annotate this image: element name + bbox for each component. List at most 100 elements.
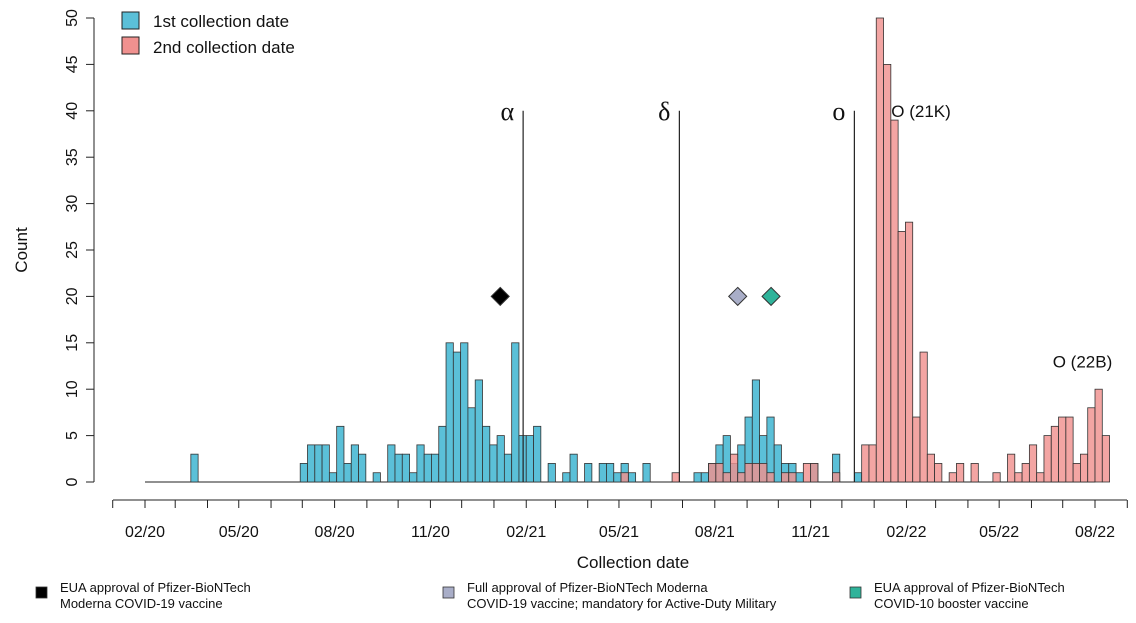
bar-2nd-collection	[1028, 444, 1038, 483]
bar-1st-collection	[190, 453, 199, 483]
bar-1st-collection	[321, 444, 330, 483]
bar-1st-collection	[482, 425, 491, 483]
bar-1st-collection	[431, 453, 440, 483]
note-text: EUA approval of Pfizer-BioNTech	[60, 580, 251, 595]
bar-1st-collection	[394, 453, 403, 483]
bar-2nd-collection	[1087, 407, 1096, 483]
bar-1st-collection	[423, 453, 432, 483]
bar-2nd-collection	[919, 351, 928, 483]
x-tick-label: 05/20	[219, 524, 259, 541]
bar-2nd-collection	[671, 472, 680, 483]
bar-1st-collection	[525, 435, 534, 483]
bar-2nd-collection	[1101, 435, 1110, 483]
bar-1st-collection	[336, 425, 345, 483]
bar-2nd-collection	[1065, 416, 1074, 483]
bar-1st-collection	[474, 379, 483, 483]
bar-2nd-collection	[861, 444, 870, 483]
bar-1st-collection	[438, 425, 447, 483]
x-tick-label: 05/22	[979, 524, 1019, 541]
bar-2nd-collection	[751, 463, 760, 483]
bar-1st-collection	[693, 472, 702, 483]
bar-2nd-collection	[1036, 472, 1045, 483]
bar-2nd-collection	[781, 472, 790, 483]
bar-1st-collection	[700, 472, 709, 483]
bar-2nd-collection	[1021, 463, 1030, 483]
variant-label: o	[832, 97, 845, 126]
bar-1st-collection	[503, 453, 513, 483]
bar-2nd-collection	[1043, 435, 1052, 483]
bar-2nd-collection	[788, 472, 797, 483]
bar-2nd-collection	[730, 453, 739, 483]
bar-1st-collection	[409, 472, 418, 483]
y-tick-label: 25	[64, 241, 81, 259]
y-tick-label: 20	[64, 287, 81, 305]
bar-2nd-collection	[875, 17, 884, 483]
bar-1st-collection	[343, 463, 352, 483]
note-text: Full approval of Pfizer-BioNTech Moderna	[467, 580, 708, 595]
bar-2nd-collection	[1080, 453, 1089, 483]
bar-1st-collection	[445, 342, 454, 483]
x-tick-label: 05/21	[599, 524, 639, 541]
bar-1st-collection	[795, 472, 804, 483]
bar-2nd-collection	[934, 463, 943, 483]
x-tick-label: 02/22	[886, 524, 926, 541]
x-axis-title: Collection date	[577, 553, 689, 572]
legend-swatch-1st	[121, 11, 140, 30]
bar-1st-collection	[358, 453, 367, 483]
bar-1st-collection	[460, 342, 469, 483]
y-tick-label: 35	[64, 148, 81, 166]
bar-1st-collection	[314, 444, 323, 483]
y-tick-label: 45	[64, 55, 81, 73]
bar-2nd-collection	[802, 463, 812, 483]
y-tick-label: 5	[64, 431, 81, 440]
bar-2nd-collection	[1094, 388, 1103, 483]
bar-1st-collection	[401, 453, 410, 483]
bar-1st-collection	[598, 463, 607, 483]
bar-1st-collection	[307, 444, 316, 483]
bar-1st-collection	[766, 416, 775, 483]
histogram-bars	[145, 17, 1110, 483]
bar-1st-collection	[562, 472, 571, 483]
note-text: COVID-10 booster vaccine	[874, 596, 1029, 611]
bar-2nd-collection	[766, 472, 775, 483]
bar-2nd-collection	[1007, 453, 1016, 483]
bar-2nd-collection	[890, 119, 899, 483]
bar-1st-collection	[627, 472, 637, 483]
x-tick-label: 08/20	[315, 524, 355, 541]
y-tick-label: 50	[64, 9, 81, 27]
bar-2nd-collection	[708, 463, 717, 483]
note-text: COVID-19 vaccine; mandatory for Active-D…	[467, 596, 777, 611]
note-text: EUA approval of Pfizer-BioNTech	[874, 580, 1065, 595]
x-tick-label: 02/20	[125, 524, 165, 541]
bar-2nd-collection	[868, 444, 877, 483]
x-tick-label: 11/21	[791, 524, 830, 541]
bar-2nd-collection	[620, 472, 629, 483]
variant-annotation: O (22B)	[1053, 352, 1113, 371]
marker-notes: EUA approval of Pfizer-BioNTech Moderna …	[35, 580, 1065, 611]
bar-2nd-collection	[992, 472, 1001, 483]
bar-2nd-collection	[744, 463, 753, 483]
variant-annotation: O (21K)	[891, 102, 951, 121]
variant-label: δ	[658, 97, 670, 126]
bar-1st-collection	[467, 407, 476, 483]
bar-2nd-collection	[912, 416, 921, 483]
bar-1st-collection	[569, 453, 578, 483]
bar-2nd-collection	[737, 472, 746, 483]
x-axis: 02/20 05/20 08/20 11/20 02/21 05/21 08/21 11/21…	[112, 499, 1128, 541]
y-tick-label: 10	[64, 380, 81, 398]
bar-1st-collection	[350, 444, 359, 483]
bar-1st-collection	[533, 425, 542, 483]
bar-2nd-collection	[948, 472, 957, 483]
bar-2nd-collection	[810, 463, 819, 483]
bar-2nd-collection	[759, 463, 768, 483]
y-tick-label: 30	[64, 195, 81, 213]
bar-1st-collection	[299, 463, 308, 483]
bar-1st-collection	[496, 435, 505, 483]
x-tick-label: 02/21	[506, 524, 546, 541]
bar-1st-collection	[584, 463, 593, 483]
bar-2nd-collection	[832, 472, 841, 483]
event-markers	[490, 286, 781, 307]
bar-1st-collection	[853, 472, 863, 483]
bar-2nd-collection	[1050, 425, 1059, 483]
